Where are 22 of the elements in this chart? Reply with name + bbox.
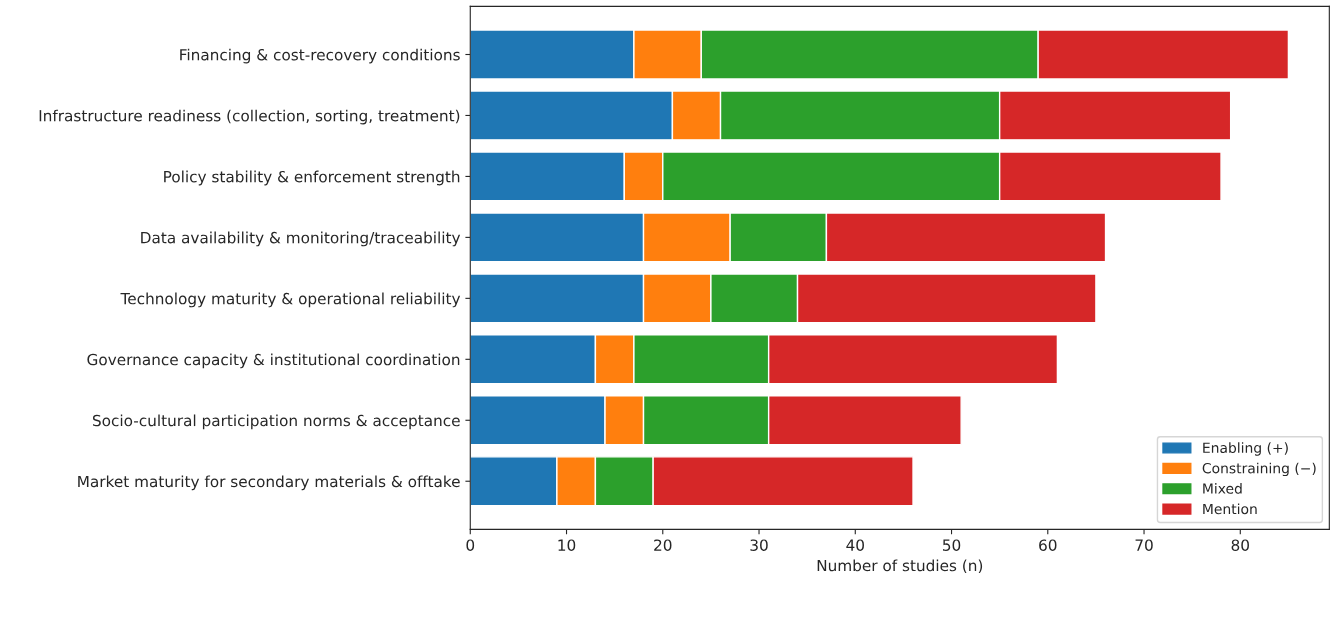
y-tick-label: Market maturity for secondary materials & offtake: [78, 475, 460, 491]
x-tick-label: 40: [846, 539, 864, 551]
x-tick-label: 80: [1231, 539, 1249, 551]
legend-label: Constraining (−): [1202, 462, 1316, 477]
legend-label: Mention: [1203, 503, 1257, 515]
x-tick-label: 60: [1039, 539, 1057, 551]
y-tick-label: Infrastructure readiness (collection, sorting, treatment): [39, 109, 460, 125]
x-tick-label: 0: [466, 539, 475, 551]
x-tick-label: 30: [750, 539, 768, 551]
x-axis-title: Number of studies (n): [817, 559, 983, 574]
legend-label: Enabling (+): [1203, 442, 1288, 456]
legend-label: Mixed: [1203, 483, 1242, 494]
y-tick-label: Socio-cultural participation norms & acceptance: [92, 414, 460, 430]
y-tick-label: Data availability & monitoring/traceability: [141, 231, 461, 247]
y-tick-label: Financing & cost-recovery conditions: [180, 48, 460, 64]
x-tick-label: 50: [942, 539, 961, 551]
x-tick-label: 20: [654, 539, 672, 551]
y-tick-label: Governance capacity & institutional coordination: [87, 353, 460, 369]
y-tick-label: Technology maturity & operational reliability: [120, 292, 461, 308]
x-tick-label: 70: [1135, 539, 1153, 551]
y-tick-label: Policy stability & enforcement strength: [164, 170, 460, 186]
x-tick-label: 10: [558, 539, 576, 551]
